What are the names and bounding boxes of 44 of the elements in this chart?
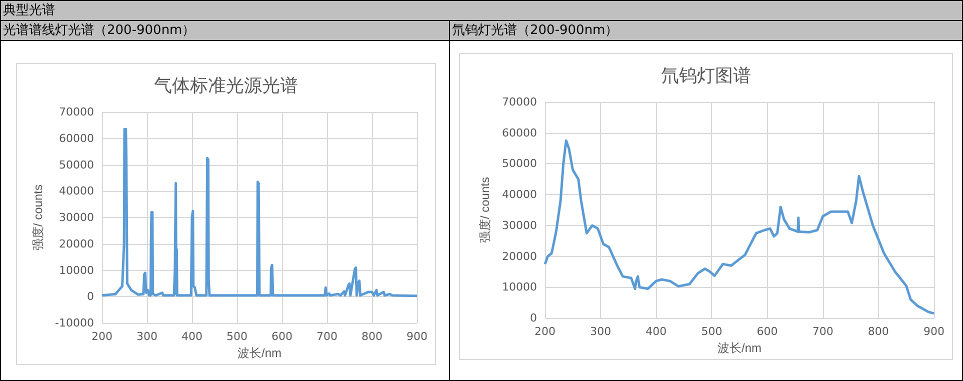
x-tick-label: 200 (534, 325, 556, 338)
line-series (100, 128, 418, 298)
y-tick-label: 70000 (502, 96, 537, 108)
y-axis-title: 强度/ counts (478, 177, 492, 244)
y-tick-label: 50000 (59, 158, 94, 172)
y-tick-label: 20000 (502, 250, 537, 263)
y-tick-label: 10000 (502, 280, 537, 294)
y-tick-label: 40000 (59, 184, 94, 198)
y-tick-label: 50000 (502, 157, 537, 170)
x-tick-label: 600 (272, 330, 292, 344)
text: 光谱谱线灯光谱（200-900nm） (1, 21, 449, 41)
x-tick-label: 800 (868, 325, 889, 338)
x-tick-label: 300 (136, 330, 158, 344)
y-tick-label: 10000 (59, 264, 94, 277)
x-tick-label: 200 (92, 330, 112, 344)
chart-title: 氘钨灯图谱 (661, 66, 751, 86)
line-series (544, 139, 936, 315)
y-axis-title: 强度/ counts (31, 184, 46, 251)
y-tick-label: 20000 (59, 237, 94, 250)
x-tick-label: 700 (316, 330, 338, 344)
y-tick-label: 0 (87, 290, 94, 304)
x-tick-label: 700 (812, 325, 834, 338)
x-axis-title: 波长/nm (237, 346, 282, 360)
x-tick-label: 400 (182, 330, 202, 344)
x-tick-label: 900 (406, 330, 428, 344)
x-tick-label: 300 (590, 325, 612, 338)
text: 典型光谱 (1, 1, 962, 21)
y-tick-label: -10000 (55, 316, 94, 330)
y-tick-label: 70000 (59, 106, 94, 118)
y-tick-label: 60000 (502, 126, 537, 140)
y-tick-label: 60000 (59, 132, 94, 145)
y-tick-label: 30000 (59, 211, 94, 224)
x-tick-label: 600 (756, 325, 778, 338)
x-tick-label: 500 (701, 325, 722, 338)
x-tick-label: 900 (924, 325, 944, 338)
x-tick-label: 800 (362, 330, 382, 344)
x-tick-label: 500 (226, 330, 248, 344)
chart-title: 气体标准光源光谱 (154, 76, 298, 96)
y-tick-label: 40000 (502, 188, 537, 202)
y-tick-label: 0 (530, 312, 537, 325)
y-tick-label: 30000 (502, 218, 537, 232)
x-tick-label: 400 (646, 325, 667, 338)
text: 氘钨灯光谱（200-900nm） (449, 21, 962, 41)
x-axis-title: 波长/nm (717, 341, 762, 355)
